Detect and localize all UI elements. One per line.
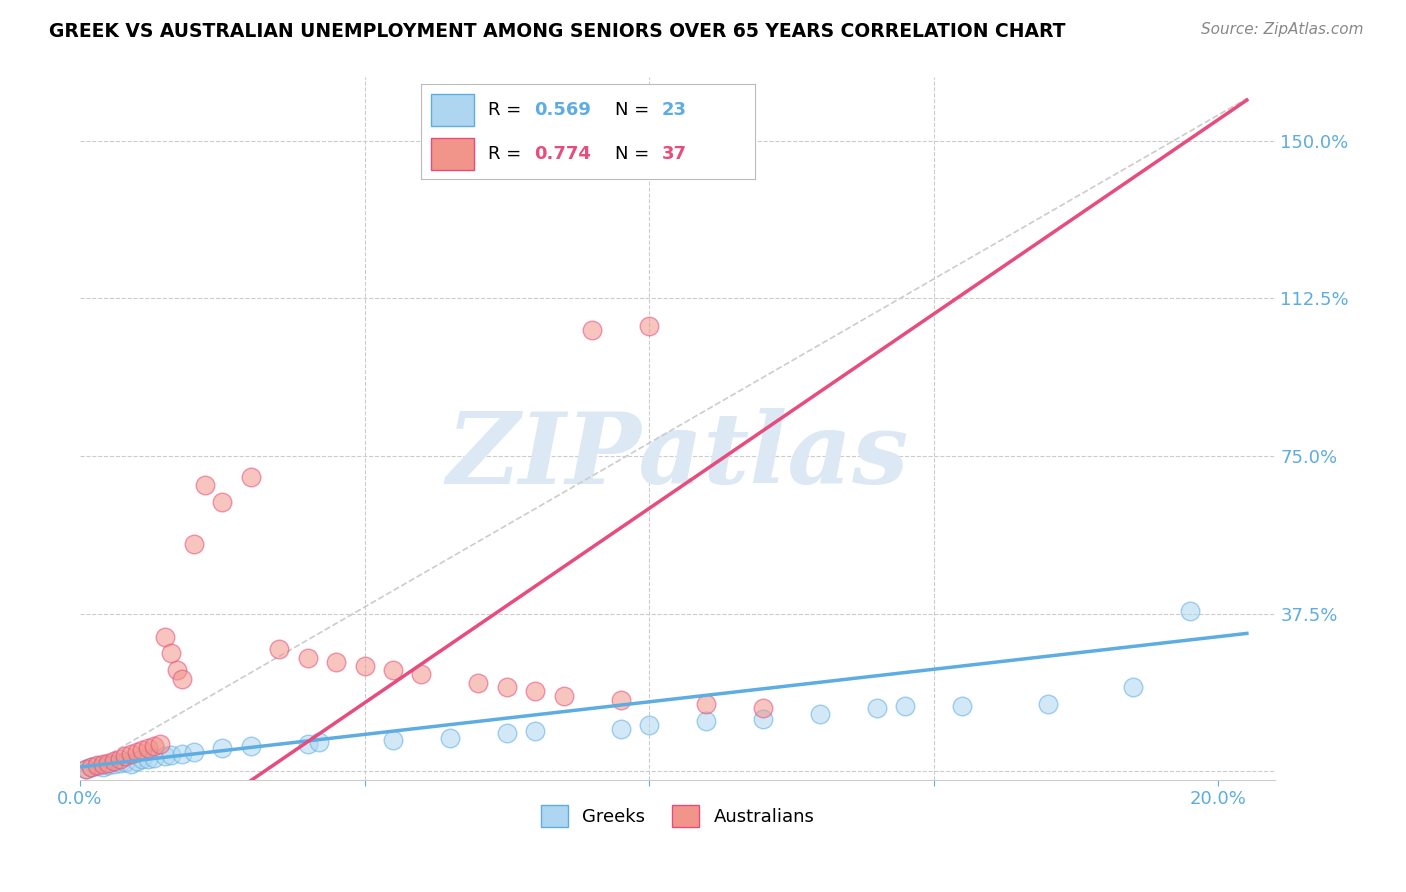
- Point: [752, 712, 775, 726]
- Point: [308, 735, 330, 749]
- Point: [120, 756, 142, 771]
- Point: [80, 760, 103, 774]
- Point: [325, 655, 347, 669]
- Point: [524, 724, 547, 739]
- Point: [894, 699, 917, 714]
- Point: [381, 663, 404, 677]
- Point: [172, 672, 194, 686]
- Point: [467, 676, 489, 690]
- Point: [131, 751, 153, 765]
- Point: [155, 749, 177, 764]
- Point: [581, 323, 603, 337]
- Point: [495, 680, 517, 694]
- Point: [91, 760, 114, 774]
- Point: [638, 318, 661, 333]
- Point: [808, 707, 831, 722]
- Point: [695, 697, 717, 711]
- Point: [1036, 697, 1059, 711]
- Point: [108, 751, 131, 765]
- Point: [381, 732, 404, 747]
- Point: [211, 495, 233, 509]
- Point: [239, 739, 262, 753]
- Point: [131, 743, 153, 757]
- Point: [752, 701, 775, 715]
- Point: [148, 737, 170, 751]
- Point: [183, 537, 205, 551]
- Point: [553, 689, 575, 703]
- Point: [125, 754, 148, 768]
- Point: [211, 741, 233, 756]
- Point: [136, 752, 159, 766]
- Point: [495, 726, 517, 740]
- Point: [950, 699, 973, 714]
- Point: [155, 630, 177, 644]
- Point: [297, 737, 319, 751]
- Point: [91, 756, 114, 771]
- Point: [75, 762, 97, 776]
- Point: [142, 750, 165, 764]
- Point: [80, 760, 103, 774]
- Point: [866, 701, 889, 715]
- Point: [1178, 604, 1201, 618]
- Point: [1122, 680, 1144, 694]
- Point: [166, 663, 188, 677]
- Point: [103, 754, 125, 768]
- Point: [160, 748, 183, 763]
- Text: Source: ZipAtlas.com: Source: ZipAtlas.com: [1201, 22, 1364, 37]
- Point: [86, 758, 108, 772]
- Point: [269, 642, 291, 657]
- Point: [125, 745, 148, 759]
- Point: [120, 747, 142, 762]
- Point: [194, 478, 217, 492]
- Point: [97, 756, 120, 770]
- Point: [86, 759, 108, 773]
- Point: [609, 692, 631, 706]
- Point: [353, 659, 375, 673]
- Point: [297, 650, 319, 665]
- Point: [97, 758, 120, 772]
- Point: [695, 714, 717, 728]
- Point: [75, 762, 97, 776]
- Point: [411, 667, 433, 681]
- Point: [136, 741, 159, 756]
- Point: [160, 647, 183, 661]
- Point: [108, 756, 131, 770]
- Text: GREEK VS AUSTRALIAN UNEMPLOYMENT AMONG SENIORS OVER 65 YEARS CORRELATION CHART: GREEK VS AUSTRALIAN UNEMPLOYMENT AMONG S…: [49, 22, 1066, 41]
- Text: ZIPatlas: ZIPatlas: [447, 409, 908, 505]
- Point: [114, 755, 136, 769]
- Point: [524, 684, 547, 698]
- Point: [172, 747, 194, 762]
- Point: [609, 722, 631, 736]
- Point: [103, 756, 125, 771]
- Point: [183, 745, 205, 759]
- Point: [114, 749, 136, 764]
- Point: [439, 731, 461, 745]
- Point: [142, 739, 165, 753]
- Legend: Greeks, Australians: Greeks, Australians: [533, 797, 823, 834]
- Point: [239, 470, 262, 484]
- Point: [638, 718, 661, 732]
